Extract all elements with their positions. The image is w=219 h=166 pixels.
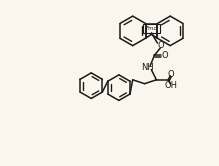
Text: O: O (168, 70, 175, 79)
Text: O: O (157, 41, 164, 49)
Text: O: O (162, 51, 169, 60)
Text: OH: OH (165, 81, 178, 90)
Text: Fmc: Fmc (146, 26, 157, 31)
Text: NH: NH (141, 63, 154, 72)
FancyBboxPatch shape (143, 24, 160, 33)
